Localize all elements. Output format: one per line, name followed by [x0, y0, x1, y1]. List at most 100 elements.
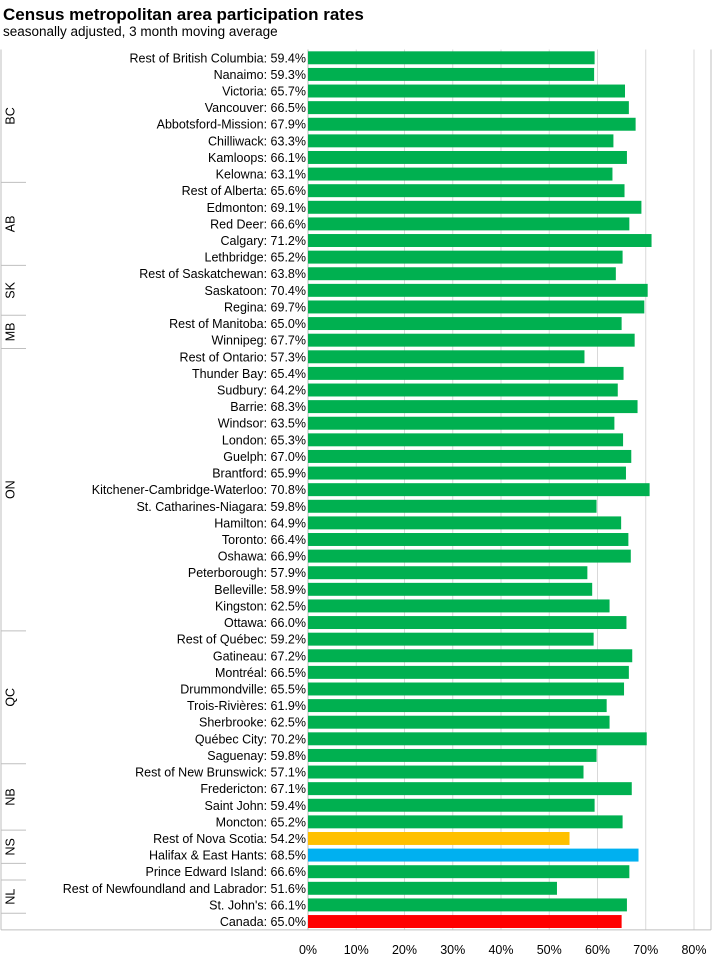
- category-label: Rest of Alberta: 65.6%: [182, 184, 306, 198]
- category-label: Chilliwack: 63.3%: [208, 134, 306, 148]
- bar: [308, 466, 626, 480]
- category-label: Halifax & East Hants: 68.5%: [149, 849, 306, 863]
- bar: [308, 516, 622, 530]
- category-label: Saguenay: 59.8%: [207, 749, 306, 763]
- category-label: Sudbury: 64.2%: [217, 384, 306, 398]
- category-label: Rest of British Columbia: 59.4%: [130, 51, 306, 65]
- bar: [308, 533, 629, 546]
- chart-subtitle: seasonally adjusted, 3 month moving aver…: [3, 24, 278, 39]
- x-tick-label: 70%: [633, 943, 658, 957]
- category-label: Windsor: 63.5%: [218, 417, 306, 431]
- category-labels: Rest of British Columbia: 59.4% Nanaimo: …: [63, 51, 306, 929]
- category-label: Canada: 65.0%: [220, 915, 306, 929]
- bars: [308, 51, 652, 929]
- category-label: Calgary: 71.2%: [221, 234, 306, 248]
- bar: [308, 798, 595, 812]
- category-label: Winnipeg: 67.7%: [211, 334, 306, 348]
- bar: [308, 782, 632, 796]
- category-label: Kitchener-Cambridge-Waterloo: 70.8%: [92, 483, 306, 497]
- category-label: Trois-Rivières: 61.9%: [187, 699, 306, 713]
- category-label: Belleville: 58.9%: [214, 583, 306, 597]
- bar: [308, 433, 624, 447]
- category-label: Nanaimo: 59.3%: [214, 68, 306, 82]
- category-label: Rest of Nova Scotia: 54.2%: [153, 832, 306, 846]
- bar: [308, 383, 618, 397]
- category-label: Brantford: 65.9%: [212, 467, 306, 481]
- bar: [308, 582, 593, 596]
- category-label: Rest of Newfoundland and Labrador: 51.6%: [63, 882, 306, 896]
- category-label: Sherbrooke: 62.5%: [199, 716, 306, 730]
- province-label: QC: [4, 688, 18, 707]
- province-label: SK: [4, 281, 18, 298]
- province-labels: BC AB SK MB ON QC NB NS NL: [4, 107, 18, 904]
- province-label: AB: [4, 216, 18, 233]
- province-label: NS: [4, 838, 18, 855]
- bar: [308, 649, 633, 663]
- category-label: St. John's: 66.1%: [209, 898, 306, 912]
- bar: [308, 101, 629, 115]
- category-label: Rest of Québec: 59.2%: [177, 633, 306, 647]
- category-label: Rest of Saskatchewan: 63.8%: [139, 267, 306, 281]
- bar: [308, 150, 627, 164]
- bar: [308, 848, 639, 862]
- category-label: Regina: 69.7%: [224, 300, 306, 314]
- category-label: Kelowna: 63.1%: [216, 168, 306, 182]
- x-tick-label: 80%: [681, 943, 706, 957]
- category-label: Montréal: 66.5%: [215, 666, 306, 680]
- bar: [308, 815, 623, 829]
- province-label: NB: [4, 788, 18, 805]
- category-label: Peterborough: 57.9%: [188, 566, 306, 580]
- bar: [308, 549, 631, 563]
- category-label: Ottawa: 66.0%: [224, 616, 306, 630]
- x-tick-label: 10%: [344, 943, 369, 957]
- x-tick-label: 0%: [299, 943, 317, 957]
- bar: [308, 184, 625, 198]
- category-label: Hamilton: 64.9%: [214, 516, 306, 530]
- category-label: Moncton: 65.2%: [216, 815, 306, 829]
- bar: [308, 682, 625, 696]
- category-label: Rest of Manitoba: 65.0%: [169, 317, 306, 331]
- bar: [308, 599, 610, 613]
- bar: [308, 167, 613, 181]
- bar: [308, 134, 614, 148]
- bar: [308, 632, 594, 646]
- bar: [308, 51, 595, 65]
- bar: [308, 732, 647, 746]
- category-label: Fredericton: 67.1%: [200, 782, 306, 796]
- bar: [308, 898, 627, 912]
- bar: [308, 217, 630, 231]
- category-label: Kamloops: 66.1%: [208, 151, 306, 165]
- province-label: BC: [4, 107, 18, 124]
- category-label: Saint John: 59.4%: [205, 799, 306, 813]
- x-tick-label: 40%: [488, 943, 513, 957]
- category-label: Rest of Ontario: 57.3%: [180, 350, 306, 364]
- category-label: Guelph: 67.0%: [223, 450, 306, 464]
- province-label: ON: [4, 480, 18, 499]
- bar: [308, 250, 623, 264]
- x-tick-label: 30%: [440, 943, 465, 957]
- category-label: Barrie: 68.3%: [230, 400, 306, 414]
- category-label: Thunder Bay: 65.4%: [192, 367, 306, 381]
- bar: [308, 300, 645, 314]
- bar: [308, 715, 610, 729]
- bar: [308, 234, 652, 247]
- category-label: Rest of New Brunswick: 57.1%: [135, 766, 306, 780]
- bar: [308, 117, 636, 131]
- bar: [308, 699, 607, 713]
- bar: [308, 566, 588, 580]
- category-label: Kingston: 62.5%: [215, 599, 306, 613]
- bar: [308, 616, 627, 630]
- x-tick-label: 60%: [585, 943, 610, 957]
- bar: [308, 449, 632, 463]
- x-tick-label: 50%: [537, 943, 562, 957]
- bar: [308, 499, 597, 513]
- category-label: Drummondville: 65.5%: [180, 682, 306, 696]
- bar: [308, 483, 650, 497]
- category-label: Gatineau: 67.2%: [213, 649, 306, 663]
- bar: [308, 317, 622, 331]
- category-label: London: 65.3%: [222, 433, 306, 447]
- bar: [308, 366, 624, 380]
- bar: [308, 267, 616, 281]
- category-label: Saskatoon: 70.4%: [205, 284, 306, 298]
